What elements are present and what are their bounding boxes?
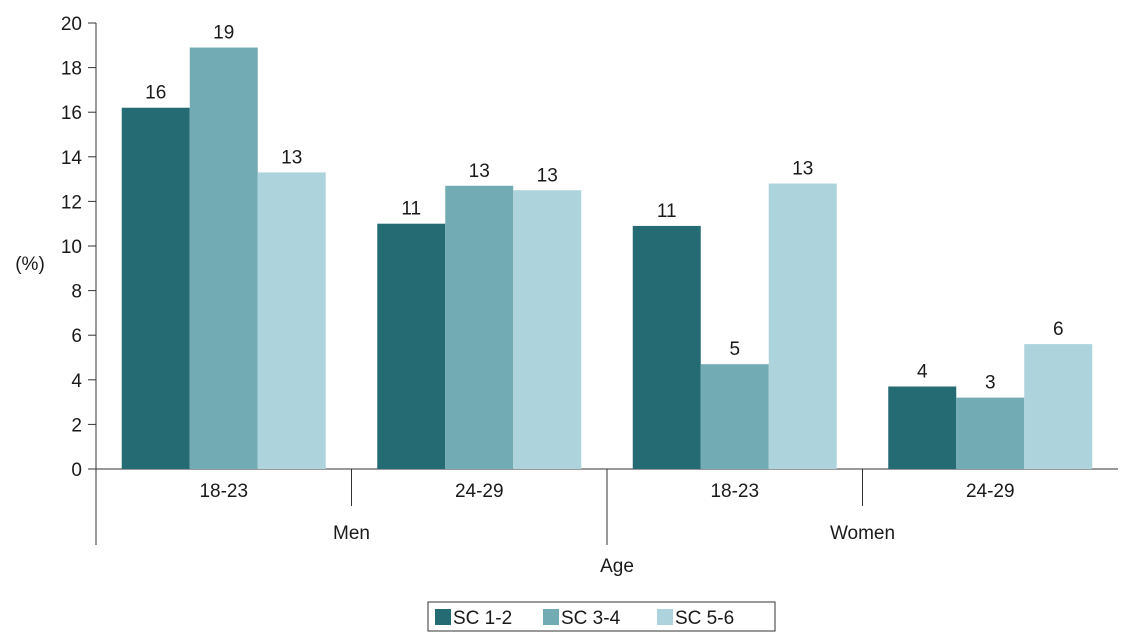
data-label: 5 <box>729 339 740 360</box>
bar <box>632 225 701 469</box>
y-tick-label: 16 <box>61 103 82 124</box>
y-tick-label: 8 <box>71 282 82 303</box>
data-label: 13 <box>469 161 490 182</box>
y-tick-label: 2 <box>71 415 82 436</box>
legend-box <box>427 601 776 632</box>
data-label: 19 <box>213 23 234 44</box>
y-tick-label: 18 <box>61 59 82 80</box>
bar <box>513 190 582 469</box>
bar <box>257 172 326 469</box>
x-tick-label: 18-23 <box>710 481 759 502</box>
data-label: 6 <box>1053 319 1064 340</box>
data-labels: 16 19 13 11 13 13 11 5 13 4 3 6 <box>145 23 1063 394</box>
data-label: 4 <box>917 361 928 382</box>
y-tick-label: 20 <box>61 14 82 35</box>
bars <box>121 47 1093 470</box>
group-label: Women <box>830 523 895 544</box>
legend-label: SC 5-6 <box>675 608 734 629</box>
legend: SC 1-2 SC 3-4 SC 5-6 <box>427 601 776 632</box>
data-label: 13 <box>792 159 813 180</box>
bar <box>768 183 837 469</box>
legend-label: SC 1-2 <box>453 608 512 629</box>
x-tick-label: 24-29 <box>966 481 1015 502</box>
data-label: 13 <box>537 165 558 186</box>
data-label: 11 <box>401 199 421 220</box>
y-axis-label: (%) <box>15 254 45 275</box>
data-label: 3 <box>985 373 996 394</box>
data-label: 11 <box>657 201 677 222</box>
y-tick-label: 10 <box>61 237 82 258</box>
bar <box>377 223 446 469</box>
legend-swatch <box>435 609 451 625</box>
x-tick-label: 24-29 <box>455 481 504 502</box>
bar <box>121 107 190 470</box>
group-label: Men <box>333 523 370 544</box>
y-tick-label: 4 <box>71 371 82 392</box>
bar <box>1024 344 1093 469</box>
bar <box>445 185 514 470</box>
bar <box>189 47 258 469</box>
bar <box>888 386 957 469</box>
y-tick-label: 14 <box>61 148 83 169</box>
legend-label: SC 3-4 <box>561 608 621 629</box>
legend-swatch <box>543 609 559 625</box>
bar <box>956 397 1025 469</box>
y-tick-label: 0 <box>71 460 82 481</box>
x-axis-label: Age <box>600 556 634 577</box>
y-tick-label: 6 <box>71 326 82 347</box>
data-label: 16 <box>145 83 166 104</box>
data-label: 13 <box>281 147 302 168</box>
bar <box>700 364 769 469</box>
y-tick-label: 12 <box>61 192 82 213</box>
legend-swatch <box>657 609 673 625</box>
x-tick-label: 18-23 <box>199 481 248 502</box>
